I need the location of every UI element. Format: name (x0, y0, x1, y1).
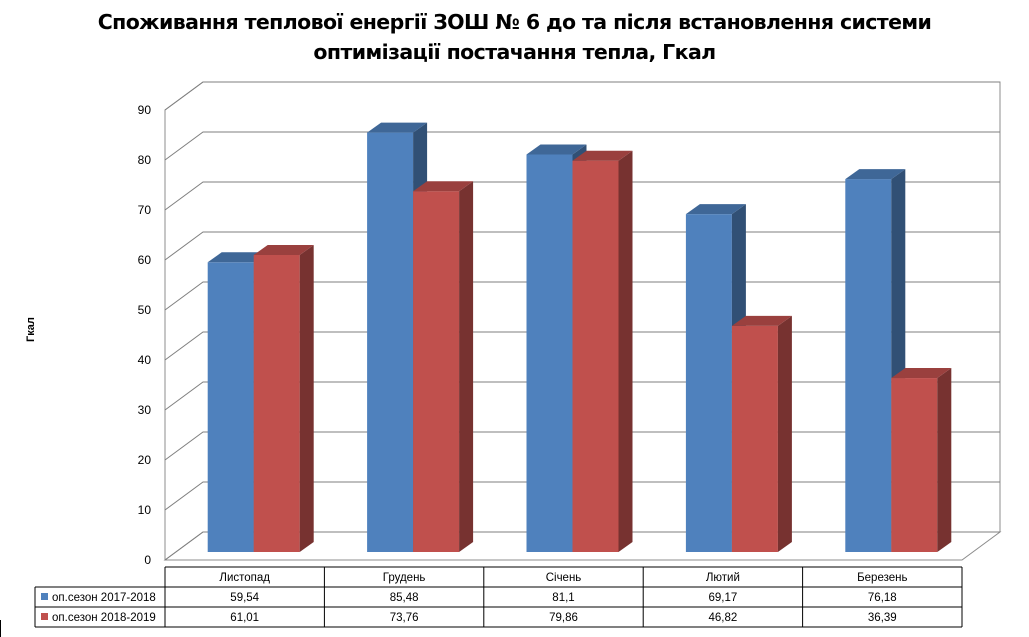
bar-top (685, 204, 746, 215)
y-tick-label: 40 (138, 353, 152, 367)
data-value-label: 59,54 (230, 592, 259, 604)
bar-front (572, 160, 619, 552)
data-value-label: 85,48 (390, 592, 419, 604)
data-value-label: 36,39 (868, 612, 897, 624)
bar-top (845, 169, 906, 180)
category-label: Лютий (706, 572, 740, 584)
bar-front (367, 132, 414, 552)
bar-top (891, 368, 952, 379)
bar-top (526, 144, 587, 155)
data-value-label: 61,01 (230, 612, 259, 624)
bar-front (207, 262, 254, 552)
data-value-label: 76,18 (868, 592, 897, 604)
bar-side (299, 244, 314, 552)
bar-front (526, 154, 573, 552)
data-table: Листопад Грудень Січень Лютий Березень оп.сез… (34, 566, 963, 628)
gridline (164, 181, 1000, 211)
left-edge-line (0, 620, 1, 637)
y-tick-label: 0 (144, 553, 151, 567)
bar-top (207, 252, 268, 263)
y-tick-label: 50 (138, 303, 152, 317)
bar-top (253, 244, 314, 255)
bar-side (618, 150, 633, 552)
data-value-label: 46,82 (709, 612, 738, 624)
bar-top (367, 122, 428, 133)
bar-side (777, 315, 792, 552)
legend-swatch (41, 613, 48, 620)
data-value-label: 69,17 (709, 592, 738, 604)
bar-front (845, 179, 892, 552)
data-value-label: 73,76 (390, 612, 419, 624)
bar-front (413, 191, 460, 552)
y-tick-label: 20 (138, 453, 152, 467)
category-label: Березень (857, 572, 907, 584)
y-tick-label: 70 (138, 203, 152, 217)
gridlines: 0 10 20 30 40 50 60 70 80 90 (138, 81, 1000, 567)
data-value-label: 79,86 (549, 612, 578, 624)
bar (891, 368, 952, 552)
chart-title-line-1: Споживання теплової енергії ЗОШ № 6 до т… (97, 10, 932, 34)
bar-top (413, 181, 474, 192)
y-tick-label: 90 (138, 103, 152, 117)
y-tick-label: 60 (138, 253, 152, 267)
gridline (164, 131, 1000, 161)
bar-top (572, 150, 633, 161)
category-label: Грудень (383, 572, 426, 584)
legend-label: оп.сезон 2017-2018 (52, 592, 156, 604)
bar (413, 181, 474, 552)
category-label: Січень (546, 572, 582, 584)
y-tick-label: 30 (138, 403, 152, 417)
bars (207, 122, 952, 553)
bar (731, 315, 792, 552)
data-value-label: 81,1 (552, 592, 574, 604)
bar (572, 150, 633, 552)
bar (253, 244, 314, 552)
bar-front (891, 378, 938, 552)
bar-side (459, 181, 474, 552)
category-label: Листопад (219, 572, 270, 584)
bar-side (937, 368, 952, 552)
bar-front (685, 214, 732, 552)
y-tick-label: 80 (138, 153, 152, 167)
legend-swatch (41, 593, 48, 600)
legend-label: оп.сезон 2018-2019 (52, 612, 156, 624)
bar-front (731, 325, 778, 552)
chart-title-line-2: оптимізації постачання тепла, Гкал (313, 40, 716, 64)
y-tick-label: 10 (138, 503, 152, 517)
bar-front (253, 254, 300, 552)
gridline (164, 81, 1000, 111)
bar-top (731, 315, 792, 326)
